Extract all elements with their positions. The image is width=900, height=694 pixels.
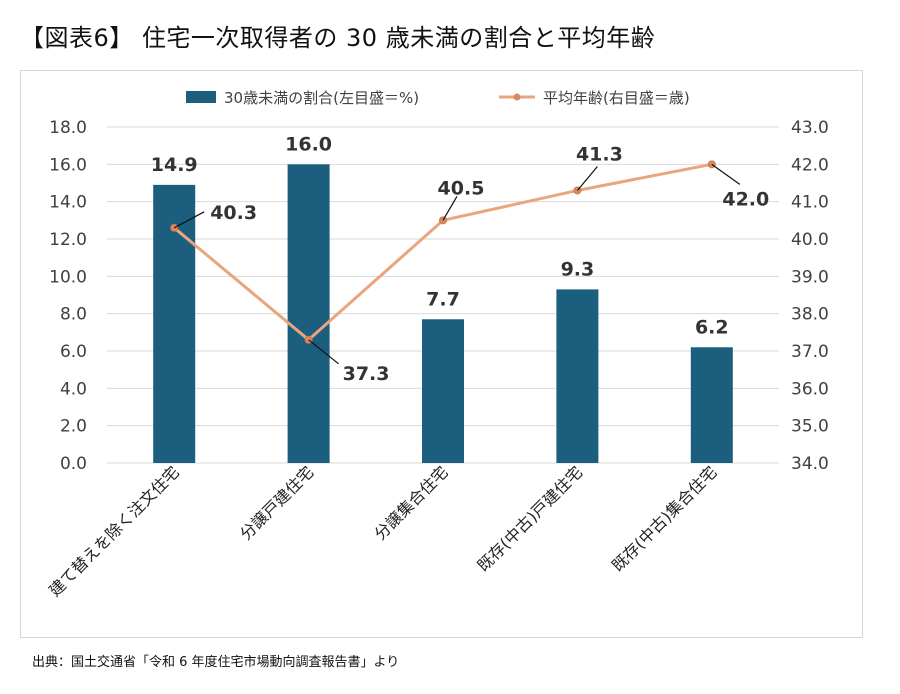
right-tick-label: 43.0	[791, 118, 829, 138]
line-value-label: 42.0	[722, 188, 769, 210]
leader-line	[711, 163, 741, 185]
bar	[422, 319, 464, 463]
right-tick-label: 39.0	[791, 267, 829, 287]
right-tick-label: 37.0	[791, 342, 829, 362]
page-title: 【図表6】 住宅一次取得者の 30 歳未満の割合と平均年齢	[20, 24, 656, 52]
right-tick-label: 34.0	[791, 454, 829, 474]
combo-chart: 0.0 2.0 4.0 6.0 8.0 10.0 12.0 14.0 16.0 18.0 34.0 3…	[45, 89, 829, 600]
legend-swatch-marker	[513, 93, 521, 101]
bar-value-label: 14.9	[151, 154, 198, 176]
left-tick-label: 14.0	[49, 193, 87, 213]
bar-value-label: 16.0	[285, 133, 332, 155]
line-value-label: 37.3	[343, 363, 390, 385]
left-tick-label: 10.0	[49, 267, 87, 287]
right-tick-label: 35.0	[791, 417, 829, 437]
right-tick-label: 41.0	[791, 193, 829, 213]
line-value-label: 41.3	[576, 143, 623, 165]
bar	[556, 289, 599, 463]
left-tick-label: 4.0	[60, 379, 87, 399]
legend-label-bar: 30歳未満の割合(左目盛＝%)	[224, 89, 419, 107]
left-tick-label: 0.0	[60, 454, 87, 474]
right-tick-label: 36.0	[791, 379, 829, 399]
bar	[690, 347, 733, 463]
legend-label-line: 平均年齢(右目盛＝歳)	[543, 89, 690, 107]
bar	[287, 164, 330, 463]
leader-line	[308, 339, 339, 365]
legend-swatch-bar	[186, 91, 216, 103]
bar-value-label: 6.2	[695, 316, 729, 338]
source-note: 出典：国土交通省「令和 6 年度住宅市場動向調査報告書」より	[32, 655, 400, 670]
right-tick-label: 42.0	[791, 155, 829, 175]
left-tick-label: 12.0	[49, 230, 87, 250]
bar-value-label: 7.7	[426, 288, 460, 310]
leader-line	[173, 211, 205, 229]
category-label: 分譲戸建住宅	[236, 462, 317, 543]
leader-line	[576, 166, 598, 191]
leader-line	[442, 196, 458, 221]
chart-frame: 0.0 2.0 4.0 6.0 8.0 10.0 12.0 14.0 16.0 18.0 34.0 3…	[20, 70, 863, 638]
category-label: 建て替えを除く注文住宅	[45, 462, 183, 600]
left-tick-label: 18.0	[49, 118, 87, 138]
category-label: 分譲集合住宅	[371, 462, 452, 543]
category-label: 既存(中古)集合住宅	[608, 462, 721, 575]
bar-value-label: 9.3	[561, 258, 595, 280]
right-tick-label: 38.0	[791, 305, 829, 325]
left-tick-label: 2.0	[60, 417, 87, 437]
left-tick-label: 8.0	[60, 305, 87, 325]
line-value-label: 40.5	[438, 177, 485, 199]
left-tick-label: 6.0	[60, 342, 87, 362]
category-label: 既存(中古)戸建住宅	[473, 462, 586, 575]
line-value-label: 40.3	[210, 202, 257, 224]
right-tick-label: 40.0	[791, 230, 829, 250]
left-tick-label: 16.0	[49, 155, 87, 175]
